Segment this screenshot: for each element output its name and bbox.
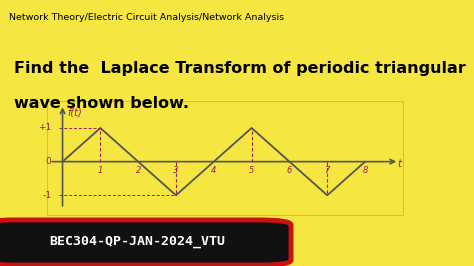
Text: f(t): f(t) <box>67 107 82 117</box>
Text: 7: 7 <box>325 166 330 175</box>
Text: Find the  Laplace Transform of periodic triangular: Find the Laplace Transform of periodic t… <box>14 61 466 76</box>
Text: -1: -1 <box>42 191 51 200</box>
Text: 0: 0 <box>46 157 51 166</box>
Text: wave shown below.: wave shown below. <box>14 96 189 111</box>
Text: 4: 4 <box>211 166 217 175</box>
Text: t: t <box>397 159 401 169</box>
Text: BEC304-QP-JAN-2024_VTU: BEC304-QP-JAN-2024_VTU <box>49 235 226 248</box>
Text: 2: 2 <box>136 166 141 175</box>
Text: Network Theory/Electric Circuit Analysis/Network Analysis: Network Theory/Electric Circuit Analysis… <box>9 13 284 22</box>
Bar <box>47 101 403 215</box>
Text: 3: 3 <box>173 166 179 175</box>
Text: 1: 1 <box>98 166 103 175</box>
Text: +1: +1 <box>38 123 51 132</box>
Text: 8: 8 <box>363 166 368 175</box>
FancyBboxPatch shape <box>0 220 291 265</box>
Text: 5: 5 <box>249 166 255 175</box>
Text: 6: 6 <box>287 166 292 175</box>
